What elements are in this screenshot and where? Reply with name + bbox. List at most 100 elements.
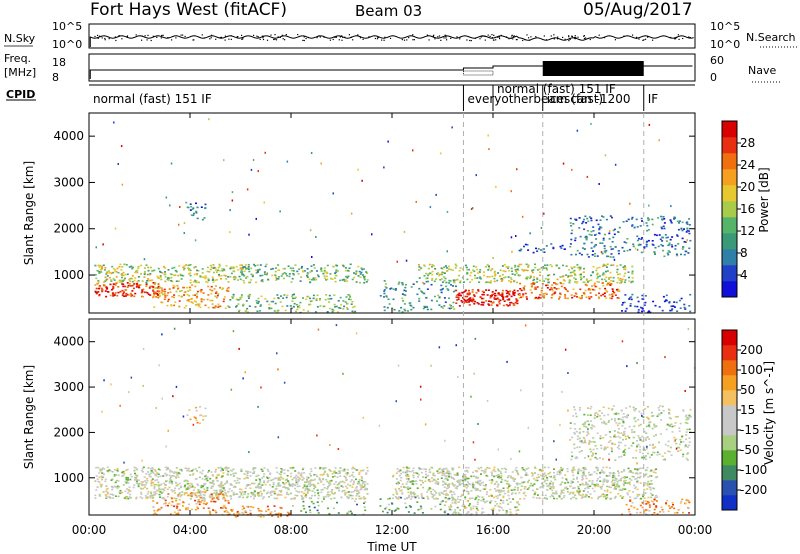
scatter-point [181, 491, 184, 493]
scatter-point [358, 479, 361, 481]
scatter-point [631, 270, 634, 273]
scatter-point [645, 245, 648, 248]
nsky-point [493, 34, 495, 36]
scatter-point [636, 493, 639, 496]
scatter-point [309, 300, 312, 303]
scatter-point [223, 274, 226, 277]
scatter-point [484, 485, 487, 487]
scatter-point [145, 291, 148, 293]
scatter-point [526, 474, 529, 476]
nsky-point [598, 34, 600, 36]
scatter-point [541, 478, 544, 480]
scatter-point [617, 474, 620, 477]
scatter-point [117, 480, 120, 482]
scatter-point [328, 468, 331, 471]
scatter-point [448, 279, 451, 282]
scatter-point [338, 307, 341, 309]
scatter-point [196, 206, 199, 209]
scatter-point [630, 281, 633, 284]
scatter-point [231, 297, 234, 299]
scatter-point [596, 468, 599, 471]
scatter-point [210, 482, 213, 485]
scatter-point [305, 298, 308, 301]
scatter-point [418, 297, 421, 300]
scatter-point [348, 298, 351, 300]
scatter-point [156, 479, 159, 481]
scatter-point [448, 268, 450, 270]
scatter-point [501, 478, 504, 481]
scatter-point [293, 497, 296, 499]
scatter-point [201, 268, 204, 270]
scatter-point [189, 274, 192, 277]
scatter-point [236, 479, 239, 482]
cpid-segment-label: normal (fast) 151 IF [93, 92, 212, 106]
scatter-point [296, 480, 299, 483]
scatter-point [229, 267, 232, 270]
scatter-point [221, 507, 224, 509]
scatter-point [523, 269, 526, 271]
scatter-point [210, 487, 213, 489]
scatter-point [540, 249, 542, 251]
scatter-point [482, 293, 485, 296]
scatter-point [562, 492, 565, 494]
scatter-point [175, 512, 178, 515]
scatter-point [177, 280, 180, 282]
scatter-point [322, 467, 325, 469]
scatter-point [347, 510, 350, 513]
scatter-point [677, 228, 680, 231]
scatter-point [148, 475, 151, 478]
scatter-point [259, 513, 262, 515]
scatter-point [591, 480, 594, 482]
nsky-point [256, 35, 258, 37]
scatter-point [394, 488, 397, 490]
scatter-point [137, 265, 140, 268]
scatter-point [280, 489, 283, 492]
scatter-point [313, 506, 316, 509]
scatter-point [227, 467, 230, 469]
scatter-point [457, 511, 460, 514]
scatter-point [178, 509, 181, 511]
scatter-point [282, 273, 285, 275]
scatter-point [314, 467, 317, 469]
scatter-point [112, 287, 114, 290]
scatter-point [198, 495, 200, 497]
scatter-point [490, 482, 493, 484]
scatter-point [686, 223, 689, 225]
scatter-point [157, 485, 160, 487]
scatter-point [597, 276, 600, 278]
scatter-point [541, 287, 543, 289]
scatter-point [454, 487, 457, 489]
scatter-point [210, 493, 213, 495]
scatter-point [482, 481, 484, 484]
scatter-point [346, 512, 349, 515]
scatter-point [604, 154, 607, 157]
scatter-point [327, 484, 330, 487]
scatter-point [238, 512, 241, 515]
scatter-point [330, 277, 332, 280]
scatter-point [235, 305, 238, 307]
scatter-point [491, 291, 494, 293]
scatter-point [236, 515, 239, 517]
scatter-point [351, 310, 354, 313]
scatter-point [295, 481, 298, 484]
scatter-point [232, 472, 235, 475]
scatter-point [504, 479, 507, 482]
scatter-point [606, 485, 608, 488]
scatter-point [440, 284, 443, 287]
scatter-point [175, 475, 177, 478]
scatter-point [622, 496, 625, 498]
scatter-point [203, 483, 205, 485]
scatter-point [121, 294, 124, 297]
scatter-point [119, 263, 122, 266]
scatter-point [222, 268, 225, 271]
nsky-point [553, 34, 555, 36]
scatter-point [509, 290, 512, 292]
scatter-point [241, 508, 244, 511]
scatter-point [154, 474, 157, 477]
scatter-point [405, 283, 407, 286]
scatter-point [637, 311, 640, 313]
scatter-point [222, 496, 225, 499]
scatter-point [213, 497, 216, 499]
scatter-point [213, 492, 216, 494]
